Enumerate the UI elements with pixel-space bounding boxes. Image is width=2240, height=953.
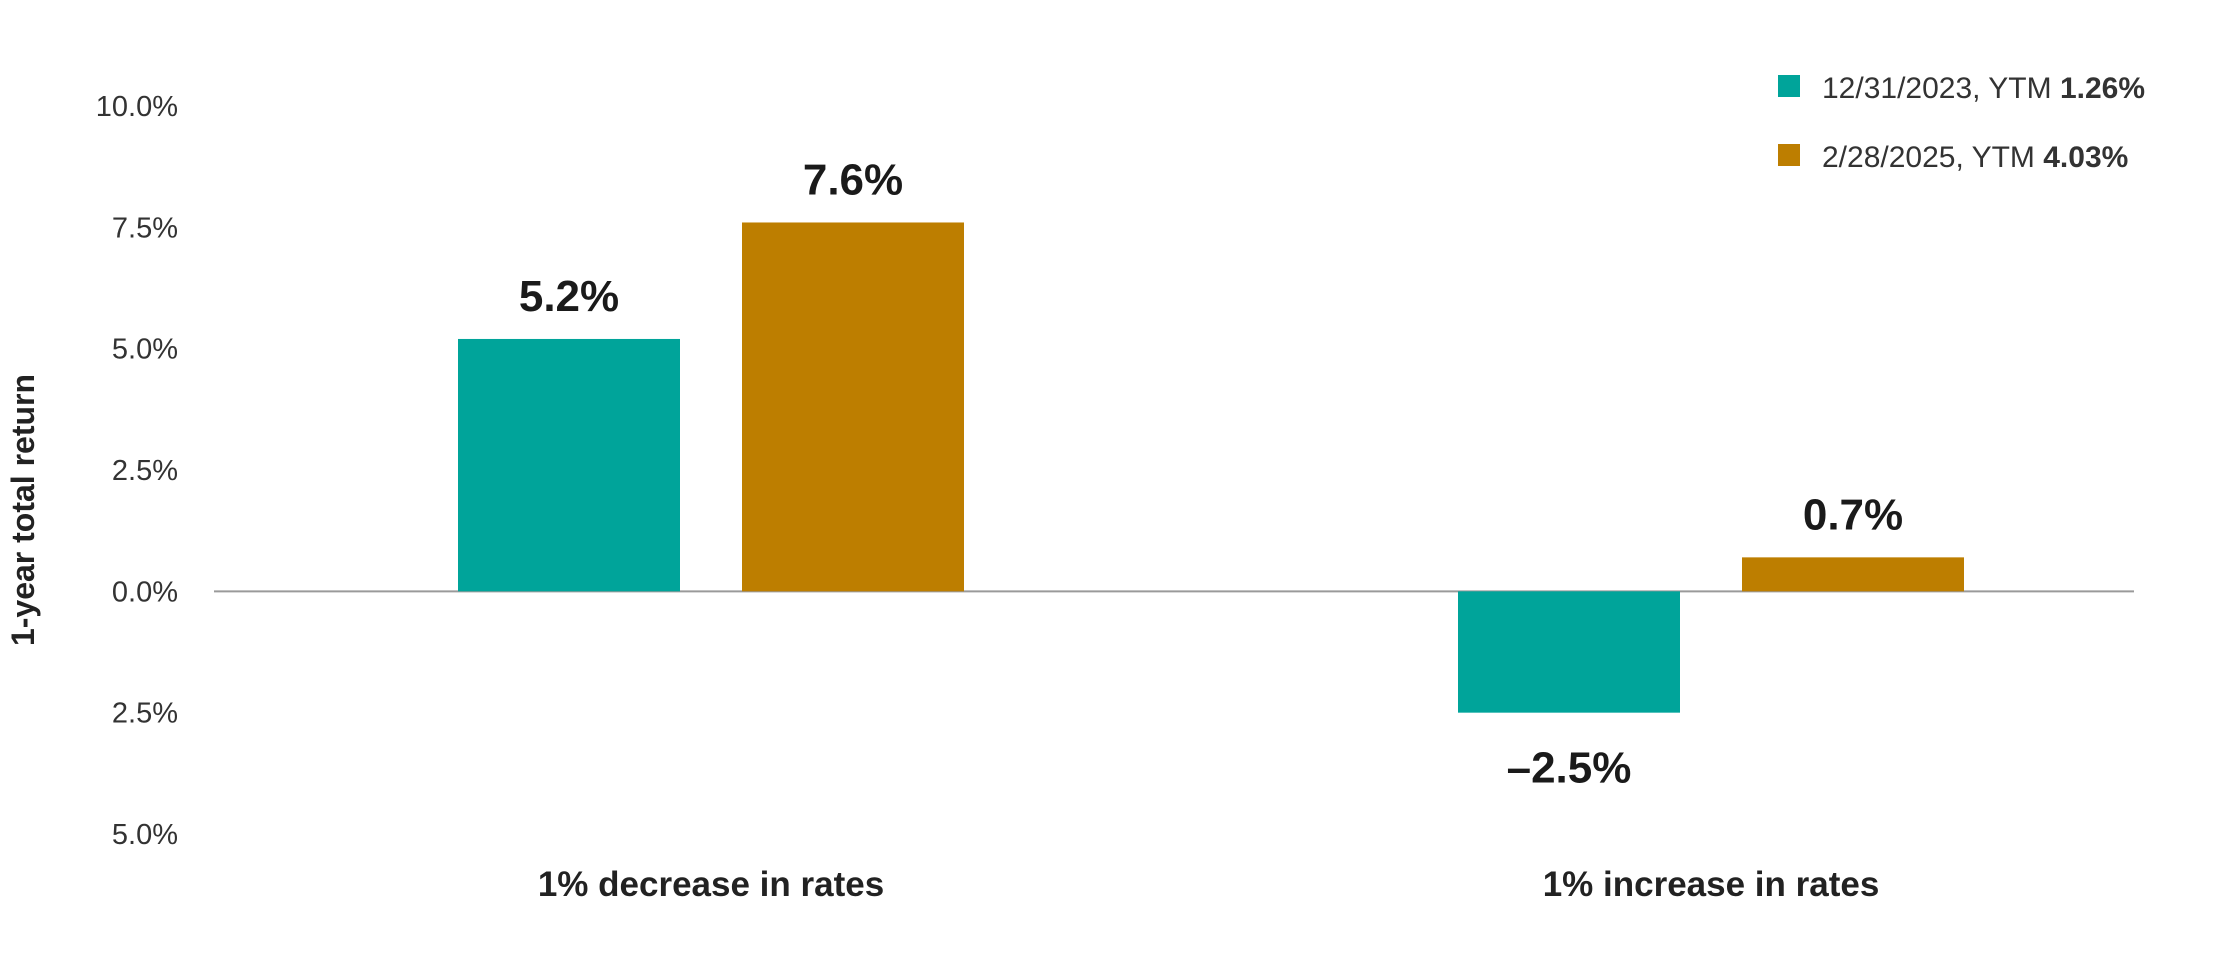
legend-swatch-series-1 (1778, 75, 1800, 97)
y-tick-label: 5.0% (112, 334, 178, 366)
category-label: 1% decrease in rates (538, 865, 884, 904)
data-label: 5.2% (519, 272, 619, 321)
svg-text:12/31/2023, YTM 1.26%: 12/31/2023, YTM 1.26% (1822, 72, 2145, 105)
y-tick-label: 7.5% (112, 212, 178, 244)
data-label: –2.5% (1507, 744, 1632, 793)
bar-series-1-decrease (458, 338, 680, 592)
bar-series-2-increase (1742, 557, 1964, 592)
y-axis-title: 1-year total return (5, 374, 41, 646)
legend-value-series-2: 4.03% (2043, 141, 2128, 174)
data-label: 0.7% (1803, 490, 1903, 539)
y-axis-ticks: 10.0% 7.5% 5.0% 2.5% 0.0% 2.5% 5.0% (96, 91, 178, 851)
legend-label-series-1: 12/31/2023, YTM (1822, 72, 2060, 105)
legend-item-series-1: 12/31/2023, YTM 1.26% (1778, 72, 2145, 105)
bars-group (458, 222, 1964, 713)
category-label: 1% increase in rates (1543, 865, 1880, 904)
legend: 12/31/2023, YTM 1.26% 2/28/2025, YTM 4.0… (1778, 72, 2145, 174)
legend-item-series-2: 2/28/2025, YTM 4.03% (1778, 141, 2128, 174)
data-labels-group: 5.2% 7.6% –2.5% 0.7% (519, 155, 1903, 792)
legend-value-series-1: 1.26% (2060, 72, 2145, 105)
legend-label-series-2: 2/28/2025, YTM (1822, 141, 2043, 174)
y-tick-label: 2.5% (112, 698, 178, 730)
y-tick-label: 5.0% (112, 819, 178, 851)
bar-series-1-increase (1458, 591, 1680, 713)
legend-swatch-series-2 (1778, 144, 1800, 166)
svg-text:2/28/2025, YTM 4.03%: 2/28/2025, YTM 4.03% (1822, 141, 2128, 174)
y-tick-label: 2.5% (112, 455, 178, 487)
category-labels-group: 1% decrease in rates 1% increase in rates (538, 865, 1879, 904)
bar-series-2-decrease (742, 222, 964, 592)
y-tick-label: 0.0% (112, 576, 178, 608)
data-label: 7.6% (803, 155, 903, 204)
y-tick-label: 10.0% (96, 91, 178, 123)
